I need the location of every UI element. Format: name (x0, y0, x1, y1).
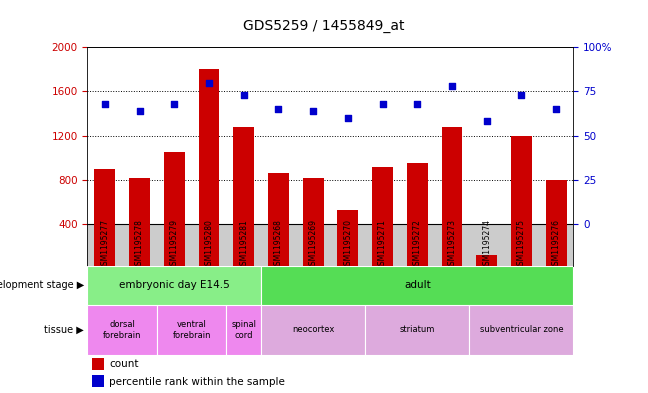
Bar (303, 178, 323, 268)
Point (100, 101, 110, 107)
Text: ventral
forebrain: ventral forebrain (172, 320, 211, 340)
Text: GSM1195271: GSM1195271 (378, 220, 387, 270)
Text: GSM1195275: GSM1195275 (517, 219, 526, 270)
Text: tissue ▶: tissue ▶ (45, 325, 84, 335)
Text: subventricular zone: subventricular zone (480, 325, 563, 334)
Bar (92, 358, 104, 370)
Bar (469, 305, 573, 355)
Point (377, 101, 388, 107)
Bar (338, 209, 358, 268)
Point (516, 92, 527, 98)
Text: development stage ▶: development stage ▶ (0, 280, 84, 290)
Bar (365, 305, 469, 355)
Point (308, 108, 318, 114)
Bar (268, 173, 289, 268)
Text: GSM1195273: GSM1195273 (448, 219, 456, 270)
Text: GSM1195274: GSM1195274 (482, 219, 491, 270)
Point (273, 106, 284, 112)
Text: count: count (110, 360, 139, 369)
Text: embryonic day E14.5: embryonic day E14.5 (119, 280, 229, 290)
Text: striatum: striatum (400, 325, 435, 334)
Text: dorsal
forebrain: dorsal forebrain (103, 320, 141, 340)
Text: GSM1195276: GSM1195276 (551, 219, 561, 270)
Text: GDS5259 / 1455849_at: GDS5259 / 1455849_at (243, 18, 405, 33)
Text: GSM1195281: GSM1195281 (239, 220, 248, 270)
Text: GSM1195280: GSM1195280 (205, 220, 213, 270)
Bar (87, 266, 261, 305)
Bar (164, 152, 185, 268)
Text: GSM1195279: GSM1195279 (170, 219, 179, 270)
Bar (87, 305, 157, 355)
Bar (129, 178, 150, 268)
Bar (233, 127, 254, 268)
Text: neocortex: neocortex (292, 325, 334, 334)
Text: GSM1195272: GSM1195272 (413, 220, 422, 270)
Point (551, 106, 561, 112)
Bar (372, 167, 393, 268)
Bar (261, 266, 573, 305)
Bar (441, 127, 463, 268)
Text: GSM1195277: GSM1195277 (100, 219, 110, 270)
Text: spinal
cord: spinal cord (231, 320, 256, 340)
Bar (95, 169, 115, 268)
Bar (407, 163, 428, 268)
Bar (157, 305, 226, 355)
Point (412, 101, 422, 107)
Bar (546, 180, 566, 268)
Text: GSM1195269: GSM1195269 (308, 219, 318, 270)
Bar (92, 375, 104, 387)
Point (134, 108, 145, 114)
Bar (511, 136, 532, 268)
Text: percentile rank within the sample: percentile rank within the sample (110, 376, 285, 387)
Point (169, 101, 179, 107)
Text: GSM1195278: GSM1195278 (135, 220, 144, 270)
Bar (261, 305, 365, 355)
Bar (476, 255, 497, 268)
Point (447, 83, 457, 89)
Point (203, 79, 214, 86)
Text: GSM1195268: GSM1195268 (274, 220, 283, 270)
Text: GSM1195270: GSM1195270 (343, 219, 353, 270)
Text: adult: adult (404, 280, 431, 290)
Point (343, 115, 353, 121)
Point (238, 92, 249, 98)
Point (481, 118, 492, 125)
Bar (198, 69, 220, 268)
Bar (87, 224, 573, 266)
Bar (226, 305, 261, 355)
